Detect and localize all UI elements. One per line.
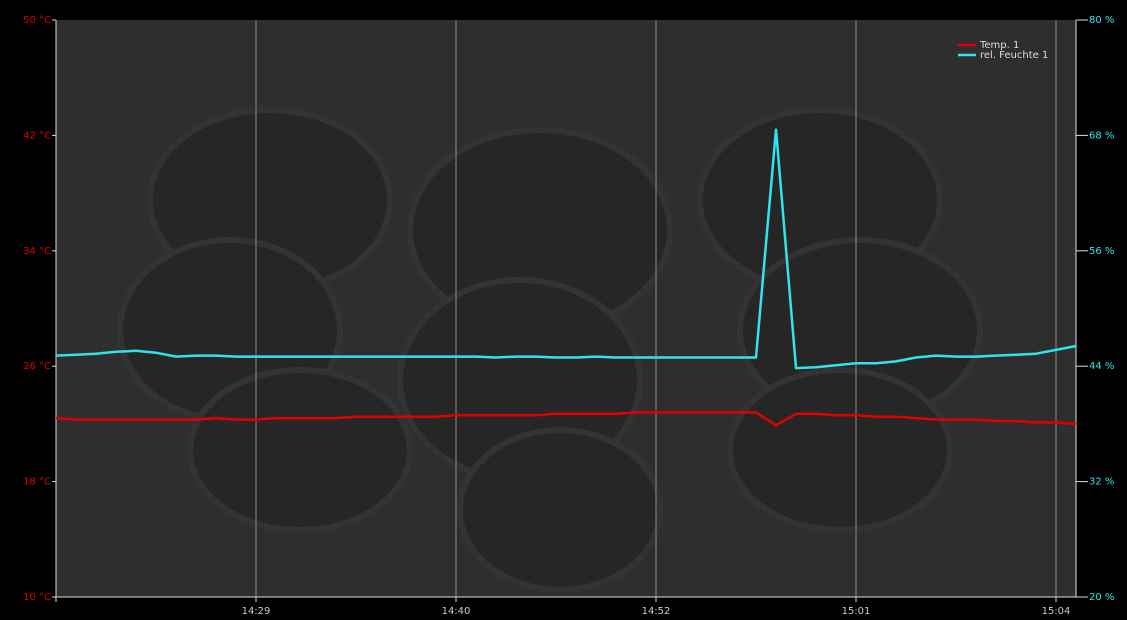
- y2-tick-label: 68 %: [1089, 130, 1114, 141]
- x-tick-label: 15:01: [842, 606, 871, 617]
- x-tick-label: 14:29: [242, 606, 271, 617]
- y-tick-label: 50 °C: [23, 15, 51, 26]
- y2-tick-label: 20 %: [1089, 592, 1114, 603]
- y-tick-label: 26 °C: [23, 361, 51, 372]
- page: {"chart_data": {"type": "line", "categor…: [0, 0, 1127, 620]
- y-tick-label: 42 °C: [23, 130, 51, 141]
- chart: 10 °C 18 °C 26 °C 34 °C 42 °C 50 °C 20 % 32 % 44…: [0, 0, 1127, 620]
- x-tick-label: 14:52: [642, 606, 671, 617]
- y2-tick-label: 44 %: [1089, 361, 1114, 372]
- y2-tick-label: 32 %: [1089, 477, 1114, 488]
- y-tick-label: 10 °C: [23, 592, 51, 603]
- y-tick-label: 18 °C: [23, 477, 51, 488]
- x-tick-label: 14:40: [442, 606, 471, 617]
- x-tick-label: 15:04: [1042, 606, 1071, 617]
- legend-label: rel. Feuchte 1: [980, 50, 1048, 61]
- y2-tick-label: 56 %: [1089, 246, 1114, 257]
- y-tick-label: 34 °C: [23, 246, 51, 257]
- y2-tick-label: 80 %: [1089, 15, 1114, 26]
- background-art: [120, 110, 980, 590]
